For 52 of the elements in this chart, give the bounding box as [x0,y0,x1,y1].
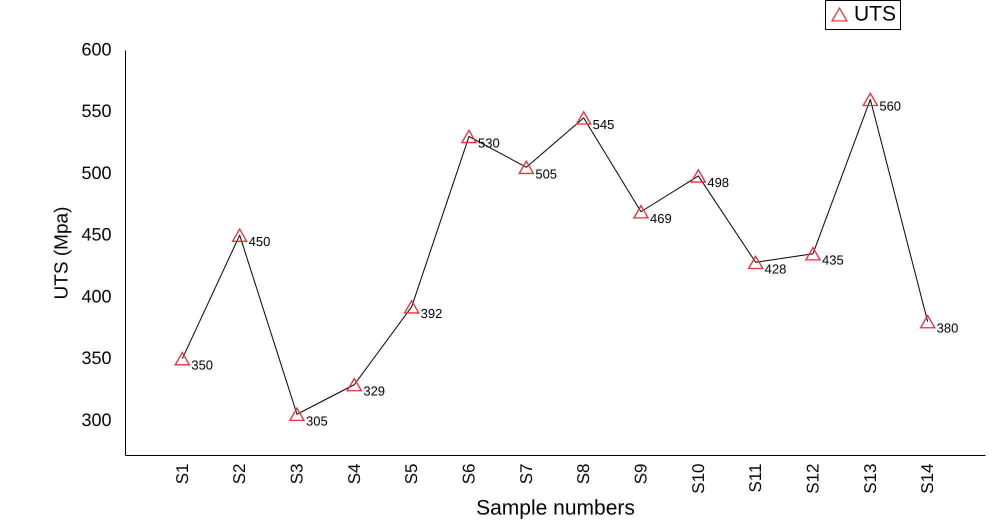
point [920,314,936,328]
data-label: 305 [306,413,328,428]
data-label: 428 [764,261,786,276]
point [461,130,477,144]
point [862,92,878,106]
point [174,352,190,366]
x-tick-label: S5 [402,464,422,484]
point [404,300,420,314]
y-tick-label: 450 [81,224,112,245]
data-label: 498 [707,174,730,190]
x-axis-title: Sample numbers [476,496,635,520]
y-tick-label: 550 [81,101,112,122]
point [346,378,362,392]
data-label: 435 [822,252,844,268]
x-tick-label: S6 [460,464,478,484]
point [289,407,305,422]
x-tick-label: S3 [288,464,306,484]
x-tick-label: S9 [632,464,650,484]
x-tick-label: S11 [746,464,766,492]
y-axis-title: UTS (Mpa) [51,206,72,300]
x-tick-label: S1 [172,464,192,484]
legend-label: UTS [854,2,896,26]
point [576,111,592,125]
data-label: 450 [248,234,270,250]
x-tick-label: S14 [918,464,938,494]
data-label: 530 [478,135,500,150]
data-label: 469 [650,210,672,226]
y-tick-label: 350 [81,348,112,368]
y-tick-label: 300 [81,410,112,430]
data-label: 380 [936,320,958,336]
x-tick-label: S10 [688,464,708,494]
x-tick-label: S13 [860,464,880,494]
point [748,256,764,270]
x-tick-label: S8 [574,464,594,484]
x-tick-label: S4 [344,464,364,484]
y-tick-label: 600 [81,40,112,60]
x-tick-label: S12 [804,464,822,494]
point [690,169,706,183]
y-tick-label: 500 [81,162,112,183]
data-label: 329 [363,384,386,399]
point [232,228,248,242]
point [805,246,821,261]
data-label: 392 [420,306,442,321]
point [633,204,649,219]
data-label: 350 [191,358,214,373]
data-label: 505 [535,166,558,182]
y-tick-label: 400 [81,286,112,306]
data-label: 545 [592,116,614,132]
x-tick-label: S2 [230,464,250,484]
x-tick-label: S7 [516,464,536,484]
point [518,160,534,174]
data-label: 560 [879,98,902,114]
